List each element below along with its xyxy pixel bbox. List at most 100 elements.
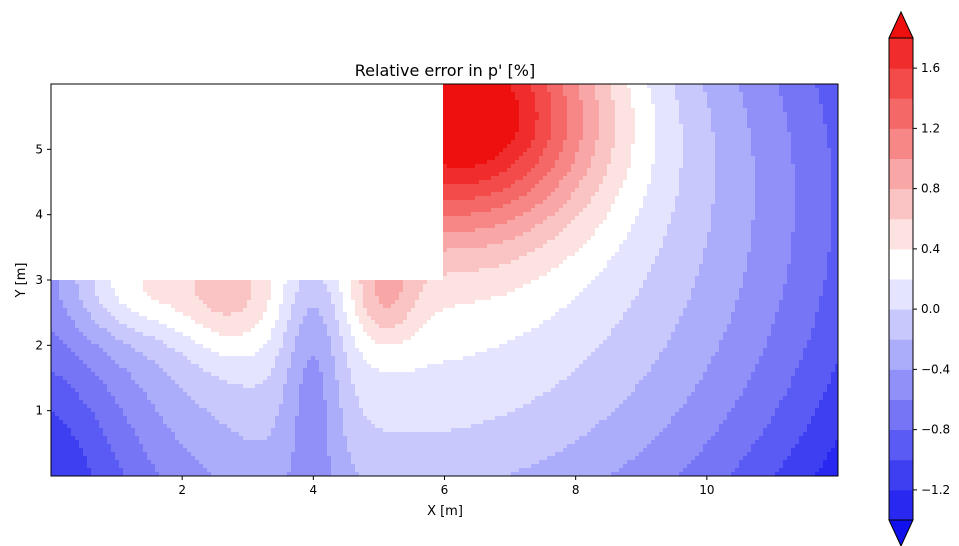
- contour-cell: [99, 248, 104, 253]
- contour-cell: [103, 280, 108, 285]
- contour-cell: [75, 228, 80, 233]
- contour-cell: [143, 320, 148, 325]
- contour-cell: [215, 268, 220, 273]
- contour-cell: [227, 284, 232, 289]
- contour-cell: [139, 204, 144, 209]
- contour-cell: [223, 148, 228, 153]
- contour-cell: [143, 288, 148, 293]
- contour-cell: [199, 124, 204, 129]
- contour-cell: [59, 140, 64, 145]
- contour-cell: [127, 392, 132, 397]
- contour-cell: [83, 388, 88, 393]
- contour-cell: [79, 460, 84, 465]
- contour-cell: [155, 324, 160, 329]
- contour-cell: [203, 412, 208, 417]
- contour-cell: [103, 420, 108, 425]
- contour-cell: [115, 284, 120, 289]
- contour-cell: [123, 368, 128, 373]
- contour-cell: [163, 444, 168, 449]
- contour-cell: [79, 232, 84, 237]
- contour-cell: [143, 236, 148, 241]
- contour-cell: [127, 284, 132, 289]
- contour-cell: [75, 132, 80, 137]
- contour-cell: [103, 116, 108, 121]
- contour-cell: [243, 104, 248, 109]
- contour-cell: [71, 124, 76, 129]
- contour-cell: [111, 244, 116, 249]
- contour-cell: [227, 244, 232, 249]
- contour-cell: [87, 144, 92, 149]
- contour-cell: [71, 280, 76, 285]
- contour-cell: [235, 316, 240, 321]
- contour-cell: [135, 196, 140, 201]
- contour-cell: [127, 176, 132, 181]
- contour-cell: [139, 196, 144, 201]
- contour-cell: [247, 196, 252, 201]
- contour-cell: [247, 236, 252, 241]
- contour-cell: [219, 188, 224, 193]
- contour-cell: [111, 416, 116, 421]
- contour-cell: [215, 256, 220, 261]
- contour-cell: [171, 304, 176, 309]
- contour-cell: [99, 264, 104, 269]
- contour-cell: [219, 316, 224, 321]
- contour-cell: [87, 292, 92, 297]
- contour-cell: [251, 352, 256, 357]
- contour-cell: [183, 280, 188, 285]
- contour-cell: [191, 116, 196, 121]
- contour-cell: [227, 288, 232, 293]
- contour-cell: [127, 448, 132, 453]
- contour-cell: [143, 316, 148, 321]
- contour-cell: [223, 220, 228, 225]
- contour-cell: [95, 300, 100, 305]
- contour-cell: [235, 216, 240, 221]
- contour-cell: [219, 404, 224, 409]
- contour-cell: [83, 176, 88, 181]
- contour-cell: [103, 300, 108, 305]
- contour-cell: [203, 464, 208, 469]
- contour-cell: [239, 384, 244, 389]
- contour-cell: [227, 204, 232, 209]
- contour-cell: [75, 272, 80, 277]
- contour-cell: [207, 228, 212, 233]
- contour-cell: [203, 240, 208, 245]
- contour-cell: [143, 432, 148, 437]
- contour-cell: [91, 172, 96, 177]
- contour-cell: [63, 208, 68, 213]
- contour-cell: [151, 416, 156, 421]
- contour-cell: [107, 308, 112, 313]
- contour-cell: [111, 120, 116, 125]
- contour-cell: [147, 116, 152, 121]
- contour-cell: [135, 88, 140, 93]
- contour-cell: [135, 308, 140, 313]
- contour-cell: [251, 380, 256, 385]
- contour-cell: [231, 396, 236, 401]
- contour-cell: [111, 248, 116, 253]
- contour-cell: [75, 88, 80, 93]
- contour-cell: [71, 448, 76, 453]
- contour-cell: [187, 100, 192, 105]
- contour-cell: [151, 228, 156, 233]
- contour-cell: [51, 204, 56, 209]
- contour-cell: [99, 444, 104, 449]
- contour-cell: [167, 216, 172, 221]
- contour-cell: [151, 188, 156, 193]
- contour-cell: [155, 404, 160, 409]
- contour-cell: [67, 396, 72, 401]
- contour-cell: [67, 112, 72, 117]
- contour-cell: [91, 332, 96, 337]
- contour-cell: [211, 436, 216, 441]
- contour-cell: [167, 160, 172, 165]
- contour-cell: [247, 340, 252, 345]
- contour-cell: [147, 96, 152, 101]
- contour-cell: [167, 424, 172, 429]
- contour-cell: [239, 112, 244, 117]
- contour-cell: [151, 248, 156, 253]
- contour-cell: [219, 296, 224, 301]
- contour-cell: [95, 264, 100, 269]
- contour-cell: [159, 384, 164, 389]
- contour-cell: [215, 348, 220, 353]
- contour-cell: [195, 136, 200, 141]
- contour-cell: [239, 88, 244, 93]
- contour-cell: [75, 408, 80, 413]
